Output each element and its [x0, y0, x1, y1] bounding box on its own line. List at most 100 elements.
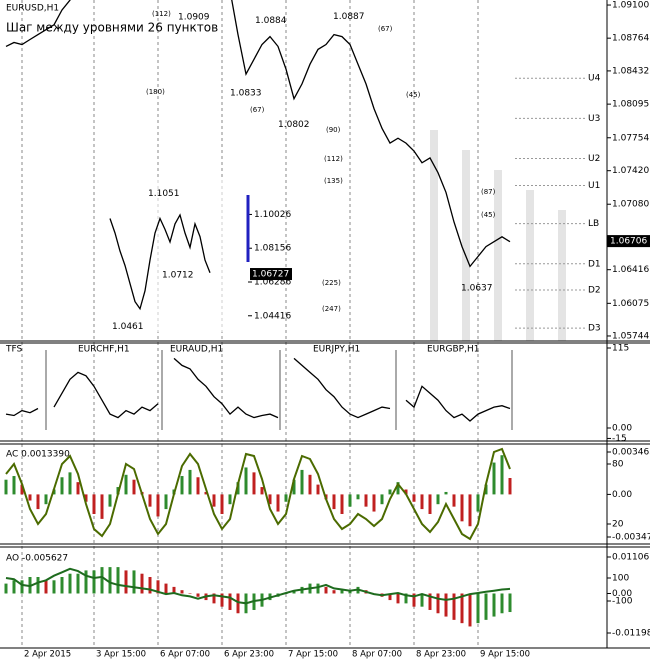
histogram-bar: [500, 593, 504, 614]
price-annotation: 1.0909: [178, 13, 210, 23]
pair-label: EURCHF,H1: [78, 345, 130, 355]
histogram-bar: [324, 586, 328, 594]
histogram-bar: [212, 593, 216, 604]
y-tick-label: 1.06075: [612, 299, 649, 309]
chart-subtitle: Шаг между уровнями 26 пунктов: [6, 21, 218, 35]
histogram-bar: [484, 484, 488, 495]
histogram-bar: [452, 494, 456, 507]
oscillator-line: [5, 447, 511, 541]
y-tick-label: -15: [612, 434, 627, 444]
last-price-label: 1.06706: [610, 237, 647, 247]
histogram-bar: [36, 494, 40, 510]
histogram-bar: [412, 494, 416, 502]
level-note: (87): [481, 188, 496, 196]
histogram-bar: [20, 484, 24, 495]
y-tick-label: 1.08095: [612, 100, 649, 110]
x-tick-label: 3 Apr 15:00: [96, 650, 146, 660]
panel-title: AC 0.0013390: [6, 450, 70, 460]
inset-annotation: 1.0712: [162, 270, 194, 280]
plot-layer: 2 Apr 2015 3 Apr 15:00 6 Apr 07:00 6 Apr 23…: [4, 0, 650, 660]
last-price-box: [607, 235, 650, 248]
histogram-bar: [196, 593, 200, 597]
x-tick-label: 8 Apr 07:00: [352, 650, 402, 660]
histogram-bar: [476, 494, 480, 512]
histogram-bar: [228, 593, 232, 610]
histogram-bar: [444, 491, 448, 495]
histogram-bar: [108, 494, 112, 507]
inset-annotation: 1.1051: [148, 189, 180, 199]
y-tick-label: 1.08432: [612, 66, 649, 76]
histogram-bar: [348, 494, 352, 507]
y-tick-label: 1.06286: [254, 278, 291, 288]
histogram-bar: [188, 593, 192, 594]
histogram-bar: [220, 494, 224, 514]
histogram-bar: [460, 494, 464, 522]
level-note: (112): [324, 155, 343, 163]
histogram-bar: [404, 593, 408, 604]
histogram-bar: [124, 570, 128, 594]
histogram-bar: [84, 494, 88, 502]
inset-annotation: 1.0461: [112, 322, 144, 332]
y-tick-label: 0.00: [612, 424, 632, 434]
histogram-bar: [140, 573, 144, 594]
histogram-bar: [132, 479, 136, 495]
y-tick-label: 1.07080: [612, 200, 649, 210]
price-annotation: 1.0637: [461, 284, 493, 294]
histogram-bar: [292, 590, 296, 594]
level-note: (67): [250, 106, 265, 114]
histogram-bar: [164, 583, 168, 594]
histogram-bar: [364, 494, 368, 507]
histogram-bar: [100, 567, 104, 594]
y-tick-label: 0.003463: [612, 447, 650, 457]
y-tick-label: 1.09100: [612, 1, 649, 11]
y-tick-label: 1.08156: [254, 244, 291, 254]
price-annotation: 1.0887: [333, 12, 365, 22]
histogram-bar: [60, 577, 64, 594]
x-tick-label: 2 Apr 2015: [24, 650, 71, 660]
series-group: [5, 0, 511, 268]
inset-last-price-label: 1.06727: [252, 270, 289, 280]
level-note: (247): [322, 305, 341, 313]
histogram-bar: [508, 478, 512, 495]
histogram-bar: [276, 494, 280, 512]
histogram-bar: [108, 567, 112, 594]
price-annotation: 1.0884: [255, 16, 287, 26]
y-tick-label: 20: [612, 520, 624, 530]
histogram-bar: [236, 593, 240, 614]
histogram-bar: [396, 593, 400, 604]
histogram-bar: [492, 593, 496, 617]
histogram-bar: [196, 477, 200, 495]
price-annotation: 1.0802: [278, 120, 310, 130]
x-tick-label: 7 Apr 15:00: [288, 650, 338, 660]
y-tick-label: -0.011987: [612, 629, 650, 639]
pair-label: EURAUD,H1: [170, 345, 223, 355]
histogram-bar: [44, 580, 48, 594]
histogram-bar: [52, 580, 56, 594]
price-line: [5, 357, 511, 422]
histogram-bar: [460, 593, 464, 624]
level-label: LB: [588, 219, 599, 229]
histogram-bar: [484, 593, 488, 620]
histogram-bar: [156, 494, 160, 517]
histogram-bar: [244, 467, 248, 495]
histogram-bar: [36, 577, 40, 594]
price-annotation: 1.0833: [230, 88, 262, 98]
pair-label: EURJPY,H1: [313, 345, 360, 355]
histogram-bar: [372, 494, 376, 512]
histogram-bar: [468, 593, 472, 627]
histogram-bar: [4, 479, 8, 495]
histogram-bar: [260, 487, 264, 495]
histogram-bar: [476, 593, 480, 624]
y-tick-label: 1.08764: [612, 34, 649, 44]
y-tick-label: 1.07754: [612, 133, 649, 143]
histogram-bar: [100, 494, 104, 519]
y-tick-label: 0.00: [612, 490, 632, 500]
histogram-bar: [308, 474, 312, 495]
level-note: (67): [378, 25, 393, 33]
highlight-bands: [430, 130, 566, 341]
histogram-bar: [204, 491, 208, 495]
y-tick-label: 0.00: [612, 589, 632, 599]
histogram-bar: [156, 580, 160, 594]
histogram-bar: [172, 586, 176, 594]
